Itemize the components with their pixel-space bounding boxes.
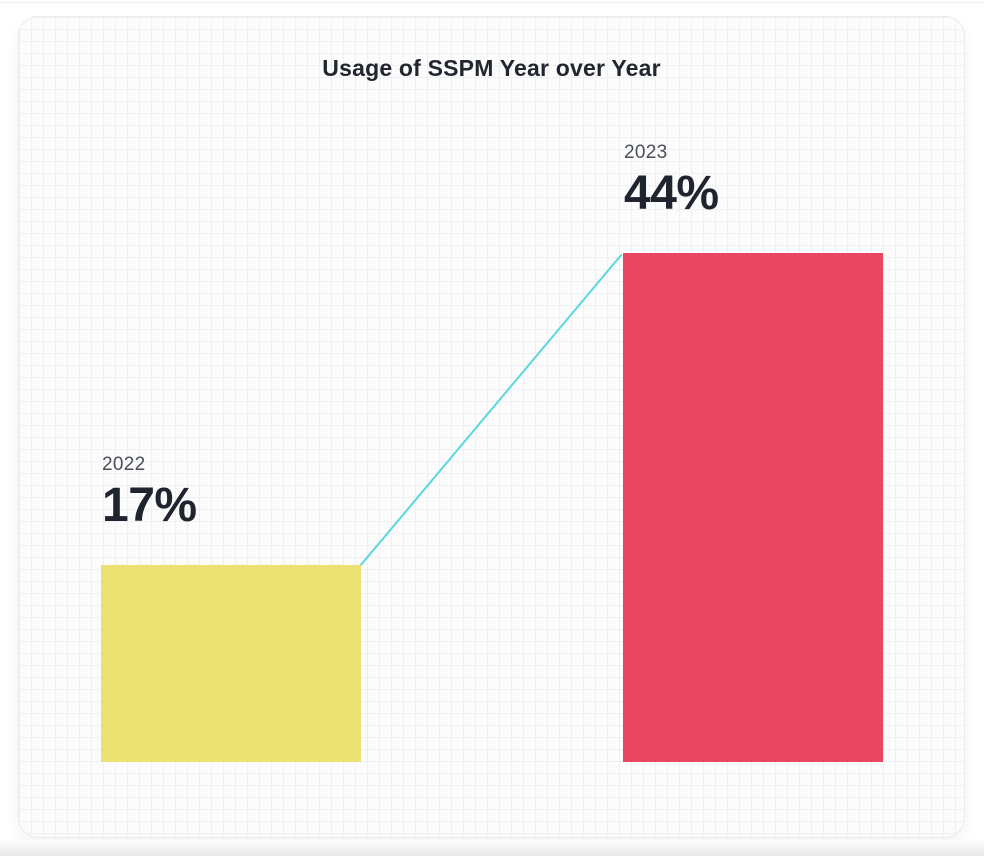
bar-year-label: 2023: [624, 142, 668, 163]
bar-2023: [623, 253, 883, 762]
bar-2022: [101, 565, 361, 762]
page-bottom-shadow: [0, 840, 984, 856]
bar-value-label: 44%: [624, 167, 719, 220]
bar-group-2022: 2022 17%: [101, 17, 361, 762]
chart-card: Usage of SSPM Year over Year 2022 17% 2023…: [18, 16, 965, 838]
bar-group-2023: 2023 44%: [623, 17, 883, 762]
bar-labels-2022: 2022 17%: [102, 452, 197, 532]
bar-labels-2023: 2023 44%: [624, 140, 719, 220]
chart-title: Usage of SSPM Year over Year: [322, 55, 661, 81]
bar-year-label: 2022: [102, 454, 146, 475]
top-divider-line: [0, 2, 984, 3]
bar-value-label: 17%: [102, 479, 197, 532]
plot-area: 2022 17% 2023 44%: [19, 17, 964, 837]
